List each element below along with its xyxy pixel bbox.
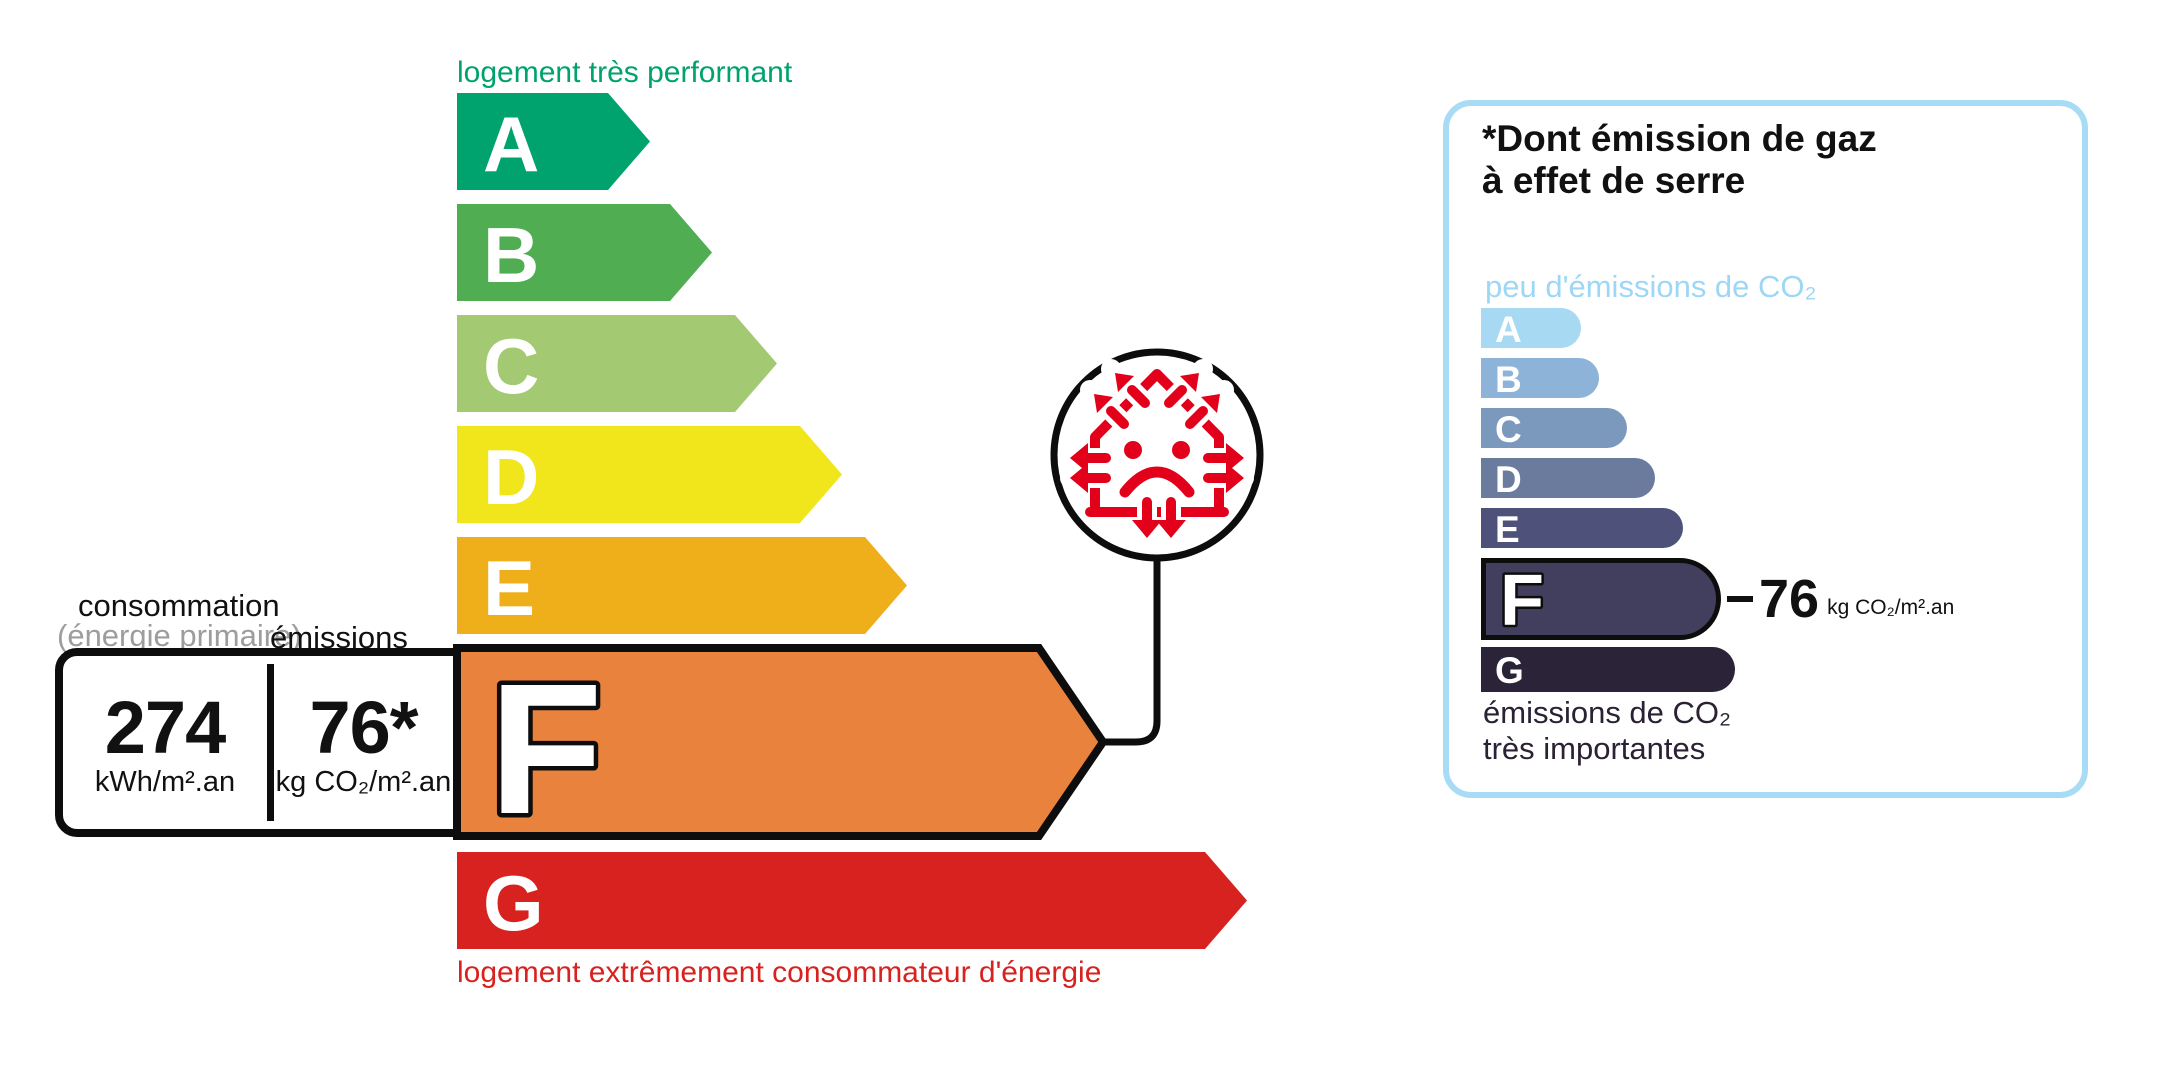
co2-bar-c: C [1481,408,1627,448]
co2-value: 76 [1759,569,1820,629]
emissions-value: 76* [309,685,418,769]
co2-value-unit: kg CO₂/m².an [1827,596,1955,619]
co2-title-line1: *Dont émission de gaz [1482,118,1877,159]
co2-bar-b-letter: B [1495,358,1522,400]
pointer-dash [1727,596,1753,602]
energy-bar-g: G [457,852,1247,949]
co2-bar-f: F [1481,558,1721,640]
energy-bar-c: C [457,315,777,412]
energy-bar-g-letter: G [483,858,544,947]
consumption-emissions-box: 274 kWh/m².an 76* kg CO₂/m².an [55,648,461,837]
co2-title-line2: à effet de serre [1482,160,1746,201]
consumption-unit: kWh/m².an [94,765,236,798]
energy-bottom-caption: logement extrêmement consommateur d'éner… [457,956,1102,989]
co2-bar-g: G [1481,647,1735,692]
co2-bar-a: A [1481,308,1581,348]
co2-f-row: F 76 kg CO₂/m².an [1481,558,1954,640]
emissions-unit: kg CO₂/m².an [275,765,452,798]
co2-bar-b: B [1481,358,1599,398]
emissions-cell: 76* kg CO₂/m².an [274,656,453,829]
energy-bar-f: F [453,644,1108,840]
primary-energy-sublabel: (énergie primaire) [57,618,302,653]
consumption-cell: 274 kWh/m².an [63,656,267,829]
box-divider [267,664,274,821]
co2-bottom-caption-line2: très importantes [1483,731,1706,766]
co2-bar-e-letter: E [1495,508,1520,550]
energy-bar-a: A [457,93,650,190]
co2-bar-g-letter: G [1495,650,1524,691]
energy-bar-f-shape [453,644,1108,840]
energy-bar-a-letter: A [483,99,540,188]
energy-bar-e: E [457,537,907,634]
connector-line [1098,554,1161,746]
energy-bar-e-letter: E [483,543,536,632]
co2-bar-f-letter: F [1500,563,1544,635]
energy-bar-b-letter: B [483,210,540,299]
energy-top-caption: logement très performant [457,56,793,89]
co2-bar-d-letter: D [1495,458,1522,500]
co2-bar-d: D [1481,458,1655,498]
co2-bar-a-letter: A [1495,308,1522,350]
co2-bottom-caption-line1: émissions de CO₂ [1483,695,1732,730]
energy-bar-d: D [457,426,842,523]
co2-bar-e: E [1481,508,1683,548]
co2-panel-title: *Dont émission de gaz à effet de serre [1482,118,1877,202]
consumption-label: consommation [78,588,280,623]
consumption-value: 274 [104,685,226,769]
heat-loss-badge [1040,340,1280,770]
energy-bar-b: B [457,204,712,301]
sad-house-icon [1060,359,1254,550]
co2-bar-c-letter: C [1495,408,1522,450]
energy-bar-f-letter: F [489,646,603,840]
energy-bar-c-letter: C [483,321,540,410]
co2-top-caption: peu d'émissions de CO₂ [1485,269,1817,304]
co2-panel: *Dont émission de gaz à effet de serre p… [1443,100,2088,798]
energy-bar-d-letter: D [483,432,540,521]
